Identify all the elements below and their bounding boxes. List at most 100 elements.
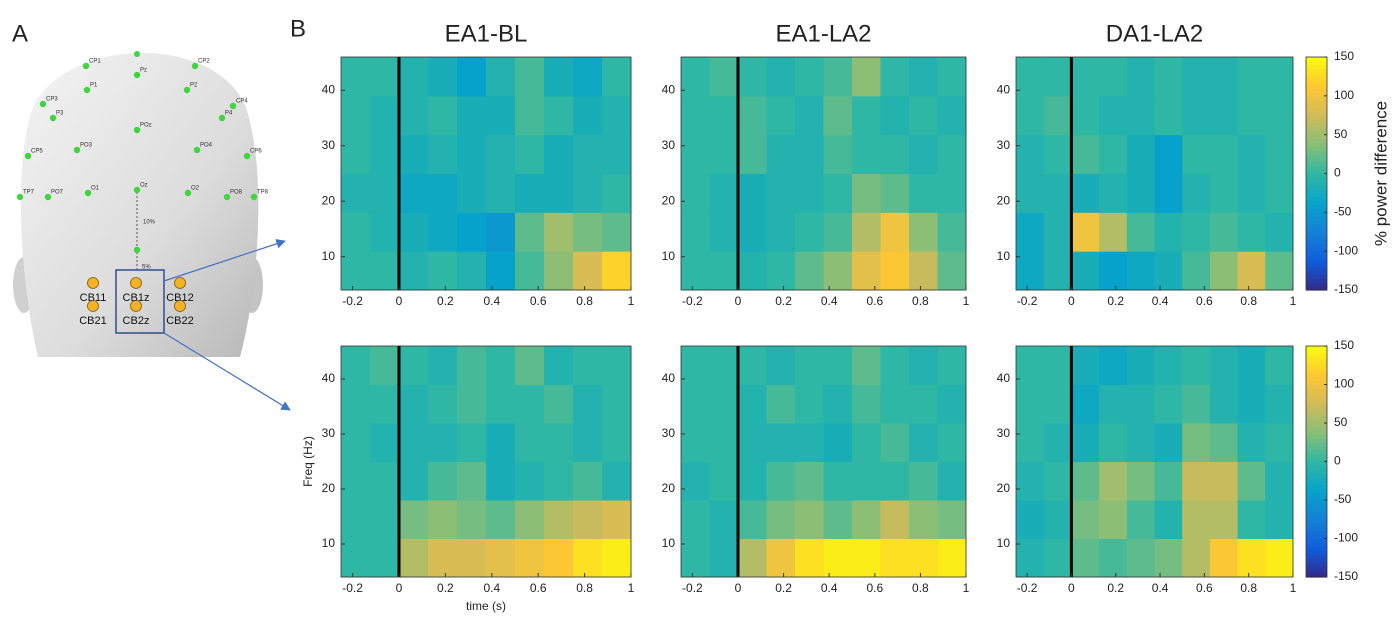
heatmap-cell — [852, 538, 881, 578]
electrode-label: CP5 — [31, 149, 43, 155]
colorbar-segment — [1306, 480, 1327, 486]
electrode — [229, 102, 237, 110]
heatmap-cell — [823, 173, 853, 213]
cerebellar-label: CB2z — [123, 315, 150, 327]
colorbar-segment — [1306, 231, 1327, 237]
heatmap-cell — [486, 173, 516, 213]
heatmap-cell — [1154, 423, 1183, 462]
colorbar-segment — [1306, 357, 1327, 362]
heatmap-cell — [544, 538, 574, 578]
heatmap-cell — [937, 423, 967, 462]
electrode-label: CP4 — [236, 99, 248, 105]
heatmap-cell — [823, 500, 853, 539]
heatmap-cell — [823, 384, 853, 424]
heatmap-cell — [1182, 384, 1211, 424]
colorbar-segment — [1306, 235, 1327, 241]
heatmap-cell — [573, 461, 603, 501]
electrode-label: TP7 — [23, 190, 35, 196]
heatmap-cell — [1099, 134, 1128, 174]
heatmap-cell — [1126, 134, 1155, 174]
heatmap-cell — [573, 57, 603, 97]
heatmap-cell — [602, 134, 632, 174]
heatmap-cell — [573, 423, 603, 462]
heatmap-cell — [515, 212, 545, 252]
heatmap-cell — [738, 384, 767, 424]
x-tick-label: 0.4 — [1152, 294, 1169, 308]
x-tick-label: 0.2 — [437, 581, 454, 595]
heatmap-cell — [1126, 251, 1155, 291]
heatmap-cell — [1016, 57, 1045, 97]
heatmap-cell — [1071, 538, 1100, 578]
heatmap-cell — [1126, 212, 1155, 252]
electrode — [73, 146, 81, 154]
heatmap-cell — [1154, 212, 1183, 252]
colorbar-segment — [1306, 161, 1327, 167]
heatmap-cell — [602, 95, 632, 136]
y-axis-label: Freq (Hz) — [301, 436, 315, 487]
colorbar-tick-label: -50 — [1334, 492, 1352, 506]
electrode-label: O2 — [191, 186, 200, 192]
electrode — [193, 146, 201, 154]
colorbar-segment — [1306, 115, 1327, 120]
heatmap-cell — [1016, 251, 1045, 291]
heatmap-cell — [515, 461, 545, 501]
cerebellar-electrode — [130, 277, 142, 289]
colorbar-tick-label: -100 — [1334, 531, 1358, 545]
heatmap-cell — [1182, 134, 1211, 174]
heatmap-cell — [937, 134, 967, 174]
heatmap-cell — [515, 423, 545, 462]
heatmap-cell — [1237, 57, 1266, 97]
heatmap-cell — [399, 95, 429, 136]
x-tick-label: 0.8 — [576, 294, 593, 308]
arrow — [163, 332, 291, 411]
heatmap-cell — [823, 423, 853, 462]
heatmap-cell — [1099, 173, 1128, 213]
electrode — [133, 126, 141, 134]
x-tick-label: 0 — [396, 294, 403, 308]
heatmap-cell — [1237, 461, 1266, 501]
y-tick-label: 10 — [322, 536, 336, 550]
heatmap-cell — [1265, 173, 1294, 213]
heatmap-cell — [1154, 251, 1183, 291]
colorbar-segment — [1306, 181, 1327, 186]
heatmap-cell — [341, 384, 371, 424]
colorbar-segment — [1306, 346, 1327, 351]
heatmap-cell — [852, 95, 881, 136]
heatmap-cell — [457, 251, 487, 291]
heatmap-cell — [766, 95, 796, 136]
y-tick-label: 30 — [997, 426, 1011, 440]
heatmap-cell — [1016, 173, 1045, 213]
heatmap-cell — [602, 346, 632, 385]
heatmap-cell — [1126, 423, 1155, 462]
heatmap-cell — [602, 251, 632, 291]
heatmap-cell — [341, 251, 371, 291]
heatmap-cell — [937, 212, 967, 252]
heatmap-cell — [909, 538, 938, 578]
colorbar-segment — [1306, 488, 1327, 493]
heatmap-cell — [399, 57, 429, 97]
heatmap-cell — [515, 538, 545, 578]
colorbar-segment — [1306, 396, 1327, 401]
heatmap-cell — [1265, 95, 1294, 136]
heatmap-cell — [1182, 95, 1211, 136]
heatmap-cell — [370, 384, 400, 424]
heatmap-cell — [709, 538, 739, 578]
electrode-label: CP2 — [198, 59, 210, 65]
heatmap-cell — [1237, 212, 1266, 252]
heatmap-cell — [738, 212, 767, 252]
y-tick-label: 40 — [662, 82, 676, 96]
heatmap-cell — [1099, 57, 1128, 97]
colorbar-segment — [1306, 95, 1327, 101]
heatmap-cell — [709, 95, 739, 136]
heatmap-cell — [1237, 538, 1266, 578]
heatmap-cell — [486, 346, 516, 385]
heatmap-cell — [1099, 384, 1128, 424]
head-model: CP1 CP2 Pz P1 P2 CP3 CP4 P3 P4 POz PO3 PO4 CP5 CP6 PO7… — [13, 51, 291, 411]
colorbar-segment — [1306, 142, 1327, 147]
x-tick-label: 0.4 — [821, 294, 838, 308]
colorbar-segment — [1306, 173, 1327, 178]
heatmap-cell — [1071, 173, 1100, 213]
heatmap-cell — [399, 173, 429, 213]
cerebellar-label: CB22 — [166, 315, 194, 327]
heatmap-cell — [515, 57, 545, 97]
